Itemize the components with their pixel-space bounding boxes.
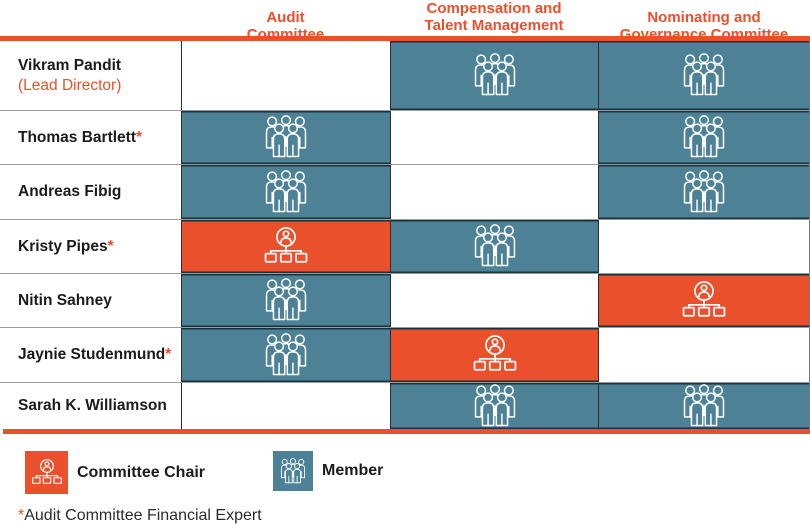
- cell-audit: [181, 165, 390, 219]
- member-group-icon: [265, 332, 307, 375]
- director-name-cell: Thomas Bartlett*: [0, 111, 181, 164]
- cell-audit: [181, 111, 390, 164]
- cell-nominating: [598, 111, 810, 164]
- cell-compensation: [390, 274, 598, 327]
- member-group-icon: [683, 169, 725, 212]
- member-group-icon: [280, 457, 306, 483]
- cell-audit: [181, 220, 390, 273]
- member-group-icon: [683, 53, 725, 96]
- table-row: Sarah K. Williamson: [0, 383, 810, 429]
- member-group-icon: [474, 383, 515, 426]
- footnote: *Audit Committee Financial Expert: [18, 507, 810, 525]
- member-group-icon: [265, 115, 307, 158]
- cell-compensation: [390, 220, 598, 273]
- cell-compensation: [390, 328, 598, 382]
- cell-audit: [181, 41, 390, 110]
- financial-expert-asterisk: *: [165, 346, 172, 363]
- member-group-icon: [474, 224, 515, 267]
- cell-compensation: [390, 41, 598, 110]
- cell-compensation: [390, 111, 598, 164]
- cell-nominating: [598, 274, 810, 327]
- footer-divider-rule: [3, 429, 810, 434]
- table-body: Vikram Pandit (Lead Director): [0, 41, 810, 429]
- member-group-icon: [474, 53, 515, 96]
- director-name: Andreas Fibig: [18, 183, 122, 200]
- financial-expert-asterisk: *: [107, 237, 114, 255]
- column-header-compensation-committee: Compensation and Talent Management Commi…: [424, 0, 564, 51]
- table-row: Andreas Fibig: [0, 165, 810, 220]
- legend-label-member: Member: [322, 462, 384, 479]
- legend-item-member: Member: [273, 451, 383, 491]
- table-row: Vikram Pandit (Lead Director): [0, 41, 810, 111]
- director-name-cell: Sarah K. Williamson: [0, 383, 181, 429]
- director-name-cell: Jaynie Studenmund*: [0, 328, 181, 382]
- footnote-text: Audit Committee Financial Expert: [24, 507, 262, 524]
- director-name-cell: Kristy Pipes*: [0, 220, 181, 273]
- director-subtitle: (Lead Director): [18, 76, 122, 94]
- cell-audit: [181, 274, 390, 327]
- committee-chair-org-chart-icon: [31, 458, 62, 484]
- committee-chair-org-chart-icon: [473, 335, 516, 371]
- table-header-row: Audit Committee Compensation and Talent …: [0, 0, 810, 51]
- column-header-nominating-committee: Nominating and Governance Committee: [619, 8, 789, 43]
- cell-compensation: [390, 383, 598, 429]
- table-row: Jaynie Studenmund*: [0, 328, 810, 383]
- legend: Committee Chair Member: [0, 451, 810, 494]
- director-name-cell: Andreas Fibig: [0, 165, 181, 219]
- director-name: Vikram Pandit: [18, 56, 122, 74]
- committee-chair-org-chart-icon: [682, 280, 726, 317]
- cell-audit: [181, 383, 390, 429]
- director-name: Sarah K. Williamson: [18, 397, 167, 414]
- member-group-icon: [683, 383, 725, 426]
- table-row: Thomas Bartlett*: [0, 111, 810, 165]
- cell-nominating: [598, 165, 810, 219]
- director-name-cell: Vikram Pandit (Lead Director): [0, 41, 181, 110]
- cell-nominating: [598, 41, 810, 110]
- column-header-audit-committee: Audit Committee: [246, 8, 325, 43]
- cell-nominating: [598, 383, 810, 429]
- director-name: Jaynie Studenmund: [18, 346, 166, 363]
- financial-expert-asterisk: *: [136, 128, 143, 146]
- header-divider-rule: [0, 36, 810, 41]
- member-group-icon: [265, 278, 307, 321]
- table-row: Nitin Sahney: [0, 274, 810, 328]
- cell-compensation: [390, 165, 598, 219]
- committee-chair-swatch: [25, 451, 68, 494]
- member-swatch: [273, 451, 313, 491]
- director-name-cell: Nitin Sahney: [0, 274, 181, 327]
- member-group-icon: [683, 115, 725, 158]
- legend-label-committee-chair: Committee Chair: [77, 463, 206, 481]
- footnote-asterisk: *: [18, 507, 25, 524]
- director-name: Kristy Pipes: [18, 237, 108, 255]
- table-row: Kristy Pipes*: [0, 220, 810, 274]
- cell-nominating: [598, 328, 810, 382]
- director-name: Nitin Sahney: [18, 291, 112, 309]
- legend-item-committee-chair: Committee Chair: [25, 451, 205, 494]
- director-name: Thomas Bartlett: [18, 128, 136, 146]
- member-group-icon: [265, 169, 307, 212]
- cell-nominating: [598, 220, 810, 273]
- cell-audit: [181, 328, 390, 382]
- committee-chair-org-chart-icon: [264, 226, 308, 263]
